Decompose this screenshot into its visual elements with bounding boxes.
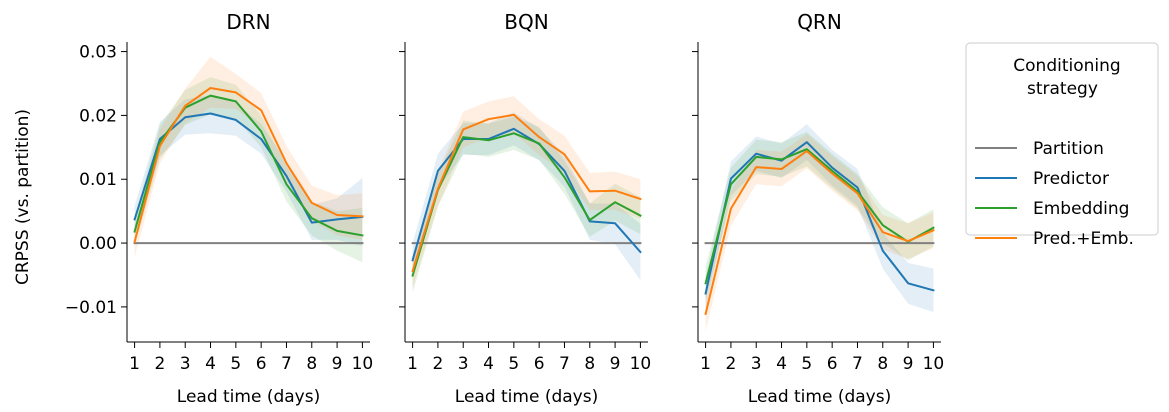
legend-frame xyxy=(965,42,1159,236)
band-predictor xyxy=(705,124,934,312)
legend-label: Pred.+Emb. xyxy=(1033,229,1134,249)
series-line-pred-emb xyxy=(704,150,935,316)
x-tick-label: 5 xyxy=(801,354,812,374)
x-tick-label: 5 xyxy=(508,354,519,374)
x-tick-label: 6 xyxy=(534,354,545,374)
panel-title: QRN xyxy=(797,10,842,34)
x-tick-label: 2 xyxy=(154,354,165,374)
x-tick-label: 6 xyxy=(827,354,838,374)
series-line-embedding xyxy=(704,148,935,285)
legend: Conditioning strategy Partition Predictor… xyxy=(965,42,1159,249)
x-axis-label: Lead time (days) xyxy=(748,387,891,407)
x-tick-label: 4 xyxy=(205,354,216,374)
x-tick-label: 9 xyxy=(903,354,914,374)
x-tick-label: 3 xyxy=(180,354,191,374)
y-tick-label: 0.02 xyxy=(79,106,117,126)
x-tick-label: 4 xyxy=(776,354,787,374)
panel-title: BQN xyxy=(504,10,548,34)
x-tick-label: 1 xyxy=(129,354,140,374)
x-tick-label: 6 xyxy=(256,354,267,374)
legend-entry-embedding: Embedding xyxy=(975,199,1129,219)
legend-entry-predictor: Predictor xyxy=(975,169,1109,189)
band-embedding xyxy=(705,132,934,301)
legend-title-line-2: strategy xyxy=(1027,79,1098,99)
series-line-embedding xyxy=(411,132,642,277)
y-tick-label: 0.03 xyxy=(79,43,117,63)
legend-entry-pred-emb: Pred.+Emb. xyxy=(975,229,1134,249)
x-axis-label: Lead time (days) xyxy=(177,387,320,407)
x-tick-label: 10 xyxy=(352,354,374,374)
x-tick-label: 1 xyxy=(407,354,418,374)
x-tick-label: 2 xyxy=(432,354,443,374)
series-line-predictor xyxy=(411,127,642,262)
legend-label: Predictor xyxy=(1033,169,1109,189)
x-tick-label: 8 xyxy=(306,354,317,374)
band-embedding xyxy=(412,116,641,293)
legend-entries: Partition Predictor Embedding Pred.+Emb. xyxy=(975,139,1134,249)
band-pred-emb xyxy=(412,96,641,288)
panels: DRN−0.010.000.010.020.031 2 3 4 5 6 7 8 9 10Lead … xyxy=(65,10,944,407)
series-line-predictor xyxy=(704,141,935,295)
band-embedding xyxy=(134,77,363,263)
series-line-pred-emb xyxy=(133,87,364,244)
y-tick-label: 0.00 xyxy=(79,234,117,254)
x-tick-label: 7 xyxy=(559,354,570,374)
legend-label: Partition xyxy=(1033,139,1104,159)
legend-title-line-1: Conditioning xyxy=(1013,56,1120,76)
panel-qrn: QRN 1 2 3 4 5 6 7 8 9 10 Lead time (days) xyxy=(692,10,944,407)
x-axis-label: Lead time (days) xyxy=(455,387,598,407)
band-pred-emb xyxy=(134,56,363,258)
x-tick-label: 4 xyxy=(483,354,494,374)
series-line-pred-emb xyxy=(411,113,642,273)
x-tick-label: 2 xyxy=(725,354,736,374)
panel-drn: DRN −0.01 0.00 0.01 0.02 0.03 1 2 3 4 5 6 7 8 9 10 Lead … xyxy=(65,10,373,407)
y-axis-label: CRPSS (vs. partition) xyxy=(13,109,33,285)
x-tick-label: 10 xyxy=(923,354,945,374)
x-tick-label: 7 xyxy=(852,354,863,374)
x-tick-label: 8 xyxy=(584,354,595,374)
legend-entry-partition: Partition xyxy=(975,139,1104,159)
x-tick-label: 9 xyxy=(610,354,621,374)
series-line-predictor xyxy=(133,112,364,224)
band-predictor xyxy=(412,112,641,281)
panel-bqn: BQN 1 2 3 4 5 6 7 8 9 10 Lead time (days) xyxy=(399,10,651,407)
x-tick-label: 3 xyxy=(458,354,469,374)
panel-title: DRN xyxy=(226,10,270,34)
y-tick-label: −0.01 xyxy=(65,298,117,318)
y-tick-label: 0.01 xyxy=(79,170,117,190)
x-tick-label: 8 xyxy=(877,354,888,374)
x-tick-label: 3 xyxy=(751,354,762,374)
x-tick-label: 7 xyxy=(281,354,292,374)
x-tick-label: 9 xyxy=(332,354,343,374)
x-tick-label: 10 xyxy=(630,354,652,374)
x-tick-label: 5 xyxy=(230,354,241,374)
band-pred-emb xyxy=(705,133,934,332)
x-tick-label: 1 xyxy=(700,354,711,374)
legend-label: Embedding xyxy=(1033,199,1129,219)
